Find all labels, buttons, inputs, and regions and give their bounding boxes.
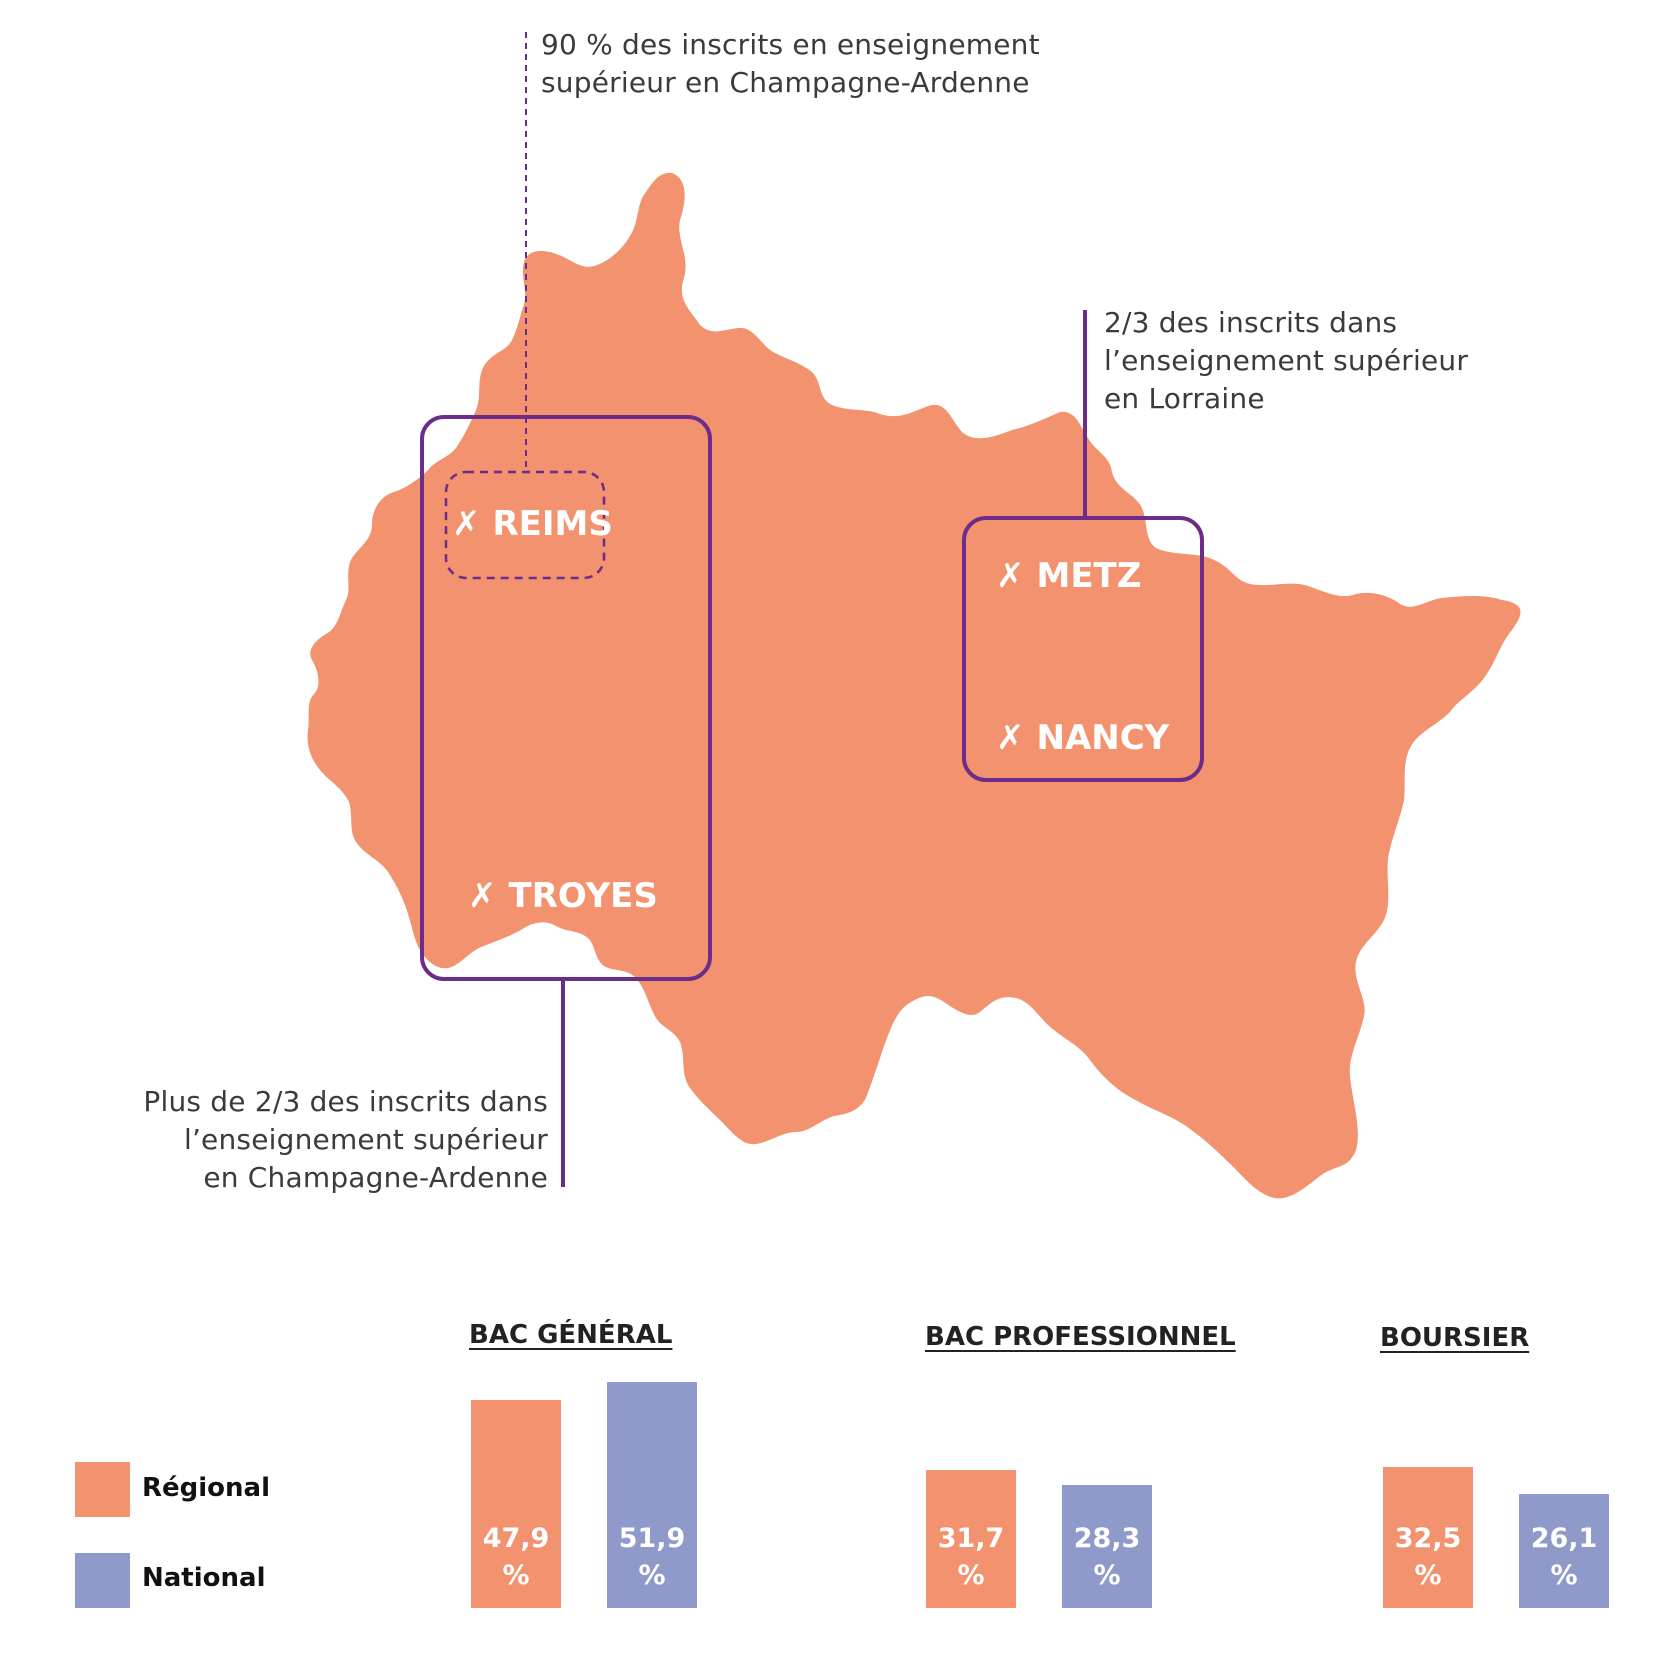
bar-value-label: 26,1% [1519,1520,1609,1594]
city-label-troyes: TROYES [508,876,658,916]
chart-title-bac-professionnel: BAC PROFESSIONNEL [925,1322,1236,1352]
bar-value-unit: % [1550,1560,1578,1591]
bar-value-label: 47,9% [471,1520,561,1594]
reims-annotation: 90 % des inscrits en enseignement supéri… [541,26,1040,102]
reims-annotation-line: supérieur en Champagne-Ardenne [541,66,1030,99]
bar-value-unit: % [1414,1560,1442,1591]
legend-swatch-regional [75,1462,130,1517]
city-label-metz: METZ [1036,556,1142,596]
city-reims: ✗ REIMS [452,504,613,544]
bar-value-unit: % [1093,1560,1121,1591]
legend-swatch-national [75,1553,130,1608]
bar-value-number: 32,5 [1394,1523,1462,1554]
legend-label-national: National [142,1563,266,1593]
bar-value-number: 26,1 [1530,1523,1598,1554]
bar-value-number: 28,3 [1073,1523,1141,1554]
bar-value-unit: % [502,1560,530,1591]
bar-value-number: 47,9 [482,1523,550,1554]
bar-regional-1 [926,1470,1016,1608]
city-metz: ✗ METZ [996,556,1141,596]
troyes-annotation-line: Plus de 2/3 des inscrits dans [143,1085,548,1118]
reims-annotation-line: 90 % des inscrits en enseignement [541,28,1040,61]
chart-title-boursier: BOURSIER [1380,1323,1530,1353]
chart-title-bac-general: BAC GÉNÉRAL [469,1320,673,1350]
check-icon: ✗ [468,876,497,916]
bar-national-0 [607,1382,697,1608]
lorraine-annotation-line: l’enseignement supérieur [1104,344,1469,377]
reims-dashed-box [444,470,606,580]
champagne-frame [420,415,712,981]
bar-value-label: 31,7% [926,1520,1016,1594]
bar-value-number: 31,7 [937,1523,1005,1554]
city-label-reims: REIMS [492,504,613,544]
city-nancy: ✗ NANCY [996,718,1169,758]
lorraine-annotation-line: en Lorraine [1104,382,1265,415]
bar-regional-0 [471,1399,561,1608]
bar-value-label: 51,9% [607,1520,697,1594]
check-icon: ✗ [996,718,1025,758]
bar-value-unit: % [957,1560,985,1591]
region-shape [307,172,1521,1199]
bar-regional-2 [1383,1466,1473,1608]
city-troyes: ✗ TROYES [468,876,658,916]
check-icon: ✗ [452,504,481,544]
city-label-nancy: NANCY [1036,718,1170,758]
lorraine-annotation: 2/3 des inscrits dans l’enseignement sup… [1104,304,1468,418]
bar-value-label: 32,5% [1383,1520,1473,1594]
troyes-annotation: Plus de 2/3 des inscrits dans l’enseigne… [143,1083,548,1197]
bar-value-label: 28,3% [1062,1520,1152,1594]
lorraine-annotation-line: 2/3 des inscrits dans [1104,306,1398,339]
bar-national-2 [1519,1494,1609,1608]
bar-value-unit: % [638,1560,666,1591]
troyes-annotation-line: l’enseignement supérieur [183,1123,548,1156]
legend-label-regional: Régional [142,1473,271,1503]
troyes-annotation-line: en Champagne-Ardenne [203,1161,548,1194]
check-icon: ✗ [996,556,1025,596]
bar-value-number: 51,9 [618,1523,686,1554]
bar-national-1 [1062,1484,1152,1608]
